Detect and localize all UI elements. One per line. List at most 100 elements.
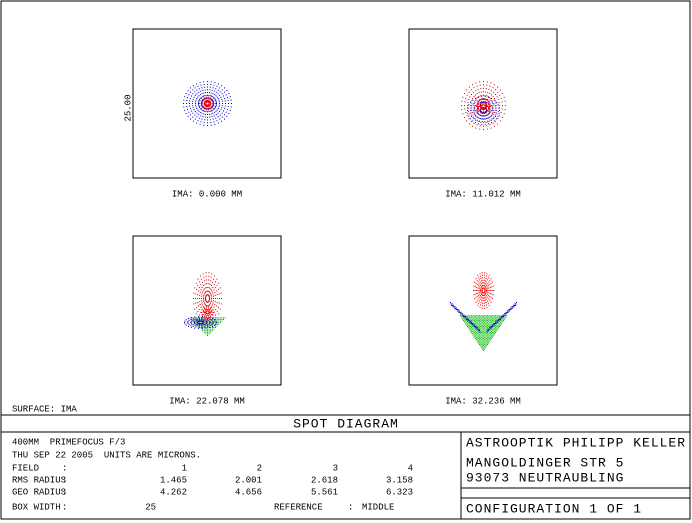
- spot-dot: [451, 304, 452, 306]
- spot-dot: [194, 87, 196, 89]
- spot-dot: [486, 342, 488, 344]
- spot-dot: [492, 122, 494, 124]
- spot-dot: [202, 99, 204, 101]
- spot-dot: [213, 115, 215, 117]
- spot-dot: [486, 102, 487, 103]
- spot-dot: [203, 124, 205, 126]
- spot-dot: [204, 323, 206, 325]
- spot-dot: [220, 109, 222, 111]
- spot-dot: [483, 129, 484, 130]
- spot-dot: [198, 105, 200, 107]
- spot-dot: [472, 118, 474, 120]
- spot-dot: [212, 309, 214, 311]
- spot-dot: [208, 95, 210, 97]
- spot-dot: [476, 327, 477, 329]
- spot-dot: [489, 116, 491, 118]
- spot-dot: [490, 324, 492, 326]
- spot-dot: [478, 92, 480, 94]
- spot-dot: [228, 113, 230, 114]
- spot-dot: [212, 322, 214, 323]
- spot-dot: [495, 110, 497, 111]
- spot-dot: [483, 94, 484, 96]
- spot-dot: [187, 320, 189, 322]
- spot-dot: [485, 115, 486, 117]
- spot-dot: [476, 93, 478, 95]
- spot-dot: [476, 111, 478, 113]
- spot-dot: [215, 327, 216, 328]
- spot-dot: [495, 101, 497, 103]
- spot-dot: [202, 291, 204, 293]
- spot-dot: [496, 315, 498, 317]
- spot-dot: [481, 328, 483, 330]
- spot-dot: [501, 105, 503, 106]
- spot-dot: [198, 100, 200, 102]
- spot-dot: [478, 105, 480, 107]
- spot-dot: [209, 322, 211, 323]
- spot-dot: [483, 323, 484, 325]
- spot-dot: [205, 109, 207, 111]
- spot-dot: [211, 89, 213, 91]
- spot-dot: [205, 96, 207, 98]
- spot-dot: [491, 113, 493, 115]
- spot-dot: [500, 323, 502, 325]
- spot-dot: [211, 327, 213, 328]
- spot-dot: [512, 307, 513, 309]
- spot-dot: [491, 94, 493, 96]
- spot-dot: [482, 305, 483, 307]
- spot-dot: [483, 327, 485, 329]
- spot-dot: [192, 326, 194, 327]
- spot-dot: [493, 116, 495, 118]
- spot-dot: [204, 105, 206, 107]
- spot-dot: [465, 323, 467, 325]
- spot-dot: [480, 332, 482, 333]
- spot-dot: [484, 335, 486, 337]
- spot-dot: [208, 323, 210, 325]
- spot-dot: [207, 81, 208, 82]
- spot-dot: [481, 297, 483, 299]
- spot-dot: [465, 321, 467, 323]
- spot-dot: [497, 123, 499, 125]
- spot-dot: [467, 316, 468, 318]
- spot-dot: [215, 323, 217, 325]
- spot-dot: [492, 316, 494, 318]
- spot-dot: [210, 97, 212, 99]
- spot-dot: [485, 324, 487, 326]
- spot-dot: [207, 108, 209, 110]
- spot-dot: [219, 87, 221, 89]
- spot-dot: [480, 88, 482, 90]
- spot-dot: [214, 324, 216, 326]
- spot-dot: [195, 293, 197, 295]
- spot-dot: [493, 99, 495, 101]
- spot-dot: [197, 301, 199, 303]
- spot-dot: [215, 101, 217, 103]
- spot-dot: [476, 279, 478, 281]
- spot-dot: [480, 341, 482, 343]
- spot-dot: [486, 128, 488, 130]
- spot-dot: [216, 103, 217, 104]
- spot-dot: [479, 110, 480, 112]
- spot-dot: [204, 89, 206, 91]
- spot-dot: [205, 306, 207, 308]
- spot-dot: [214, 301, 216, 303]
- spot-dot: [218, 106, 220, 108]
- spot-dot: [478, 109, 480, 111]
- spot-dot: [471, 100, 473, 102]
- spot-dot: [489, 279, 491, 281]
- spot-dot: [476, 318, 478, 320]
- spot-dot: [199, 123, 201, 125]
- spot-dot: [488, 290, 490, 291]
- spot-dot: [204, 315, 206, 317]
- spot-dot: [202, 310, 204, 311]
- spot-dot: [489, 316, 491, 318]
- spot-dot: [476, 116, 478, 118]
- spot-dot: [473, 290, 474, 291]
- spot-dot: [486, 102, 488, 104]
- spot-dot: [466, 115, 468, 117]
- spot-dot: [204, 119, 206, 121]
- spot-dot: [198, 101, 200, 103]
- spot-dot: [481, 342, 483, 344]
- spot-dot: [491, 322, 493, 324]
- spot-dot: [502, 117, 504, 118]
- spot-dot: [488, 336, 490, 338]
- spot-dot: [483, 347, 484, 349]
